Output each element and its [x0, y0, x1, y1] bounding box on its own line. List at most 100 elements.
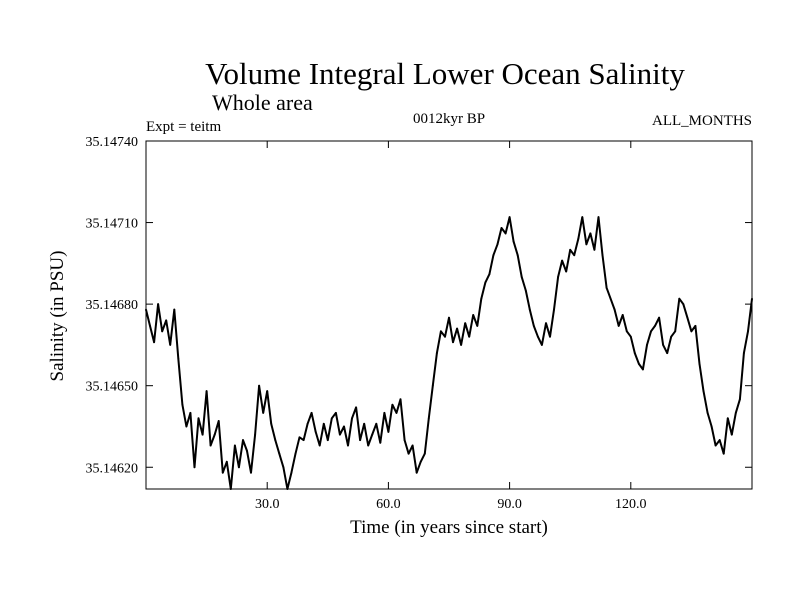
data-point	[322, 422, 325, 425]
data-point	[161, 330, 164, 333]
data-point	[395, 411, 398, 414]
data-point	[440, 330, 442, 333]
data-point	[306, 422, 309, 425]
y-tick-label: 35.14650	[86, 380, 139, 395]
data-point	[585, 243, 588, 246]
data-point	[569, 248, 572, 251]
period-label: 0012kyr BP	[413, 111, 485, 127]
data-point	[419, 460, 422, 463]
data-point	[456, 327, 458, 330]
data-point	[375, 422, 378, 425]
data-point	[726, 417, 729, 420]
data-point	[270, 422, 273, 425]
data-point	[747, 330, 749, 333]
data-point	[314, 431, 317, 433]
data-point	[605, 286, 608, 289]
data-point	[488, 273, 491, 276]
data-point	[298, 436, 301, 439]
data-point	[399, 398, 402, 401]
data-point	[213, 433, 216, 436]
data-point	[694, 324, 697, 327]
data-point	[181, 403, 184, 406]
data-point	[246, 450, 248, 452]
data-point	[318, 444, 321, 447]
data-point	[238, 466, 240, 469]
data-point	[476, 324, 479, 327]
data-point	[674, 330, 677, 333]
data-point	[650, 330, 652, 333]
data-point	[355, 406, 357, 409]
data-point	[508, 216, 511, 219]
data-point	[654, 324, 656, 327]
y-tick-label: 35.14680	[86, 298, 139, 313]
data-point	[351, 417, 353, 420]
data-point	[633, 352, 636, 354]
chart-title: Volume Integral Lower Ocean Salinity	[205, 56, 685, 91]
x-axis-label: Time (in years since start)	[350, 517, 548, 538]
data-point	[149, 324, 151, 327]
data-point	[520, 276, 523, 278]
data-point	[617, 324, 620, 327]
data-point	[359, 439, 362, 441]
data-point	[153, 341, 155, 344]
data-point	[524, 289, 527, 292]
data-point	[500, 227, 503, 229]
data-point	[621, 314, 624, 316]
data-point	[561, 259, 564, 262]
data-point	[302, 439, 305, 441]
y-tick-label: 35.14740	[86, 135, 139, 150]
data-point	[581, 216, 584, 219]
months-label: ALL_MONTHS	[652, 113, 752, 129]
data-point	[734, 411, 737, 414]
data-point	[625, 330, 628, 333]
data-point	[658, 316, 660, 319]
data-point	[367, 444, 370, 447]
data-point	[274, 439, 277, 441]
data-point	[250, 471, 252, 474]
data-point	[387, 431, 390, 433]
data-point	[343, 425, 345, 428]
data-point	[266, 390, 269, 393]
data-point	[217, 420, 220, 422]
data-point	[532, 324, 535, 327]
data-point	[460, 344, 463, 346]
data-point	[363, 422, 366, 425]
data-point	[169, 344, 172, 346]
data-point	[516, 254, 519, 257]
data-point	[593, 248, 596, 251]
data-point	[557, 276, 559, 278]
data-point	[714, 444, 717, 447]
data-point	[662, 344, 665, 346]
data-point	[678, 297, 681, 300]
data-point	[177, 357, 180, 360]
series-line-salinity	[145, 216, 753, 490]
data-point	[452, 341, 454, 344]
data-point	[536, 335, 539, 338]
data-point	[201, 433, 204, 436]
data-point	[242, 439, 244, 441]
data-point	[528, 308, 531, 311]
data-point	[209, 444, 212, 447]
plot-frame	[145, 140, 753, 490]
x-tick-label: 90.0	[497, 497, 522, 512]
data-point	[233, 444, 236, 447]
data-point	[690, 330, 693, 333]
data-point	[637, 363, 640, 365]
experiment-label: Expt = teitm	[146, 119, 221, 135]
data-point	[347, 444, 349, 447]
data-point	[718, 439, 721, 441]
data-point	[294, 452, 297, 455]
data-point	[597, 216, 600, 219]
data-point	[609, 297, 612, 300]
data-point	[706, 411, 709, 414]
data-point	[472, 314, 475, 316]
data-point	[573, 254, 576, 257]
data-point	[464, 322, 467, 325]
plot-area: 30.0 60.0 90.0 120.0 35.14620 35.14650 35.1468…	[86, 135, 753, 512]
data-point	[504, 232, 507, 235]
data-point	[326, 439, 329, 441]
data-point	[403, 439, 406, 441]
data-point	[391, 403, 394, 406]
data-point	[448, 316, 450, 319]
data-point	[589, 232, 592, 235]
